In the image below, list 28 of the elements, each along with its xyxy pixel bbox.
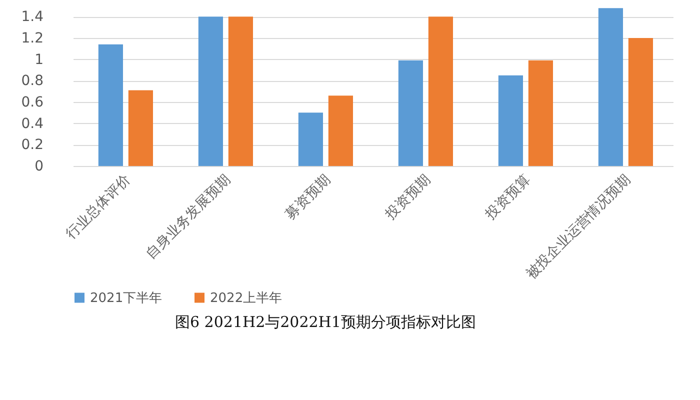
bar bbox=[298, 112, 323, 166]
legend-label: 2021下半年 bbox=[90, 290, 162, 306]
bar bbox=[98, 44, 123, 166]
y-tick-label: 0.4 bbox=[21, 116, 44, 132]
bar bbox=[628, 38, 653, 166]
bar bbox=[128, 90, 153, 166]
x-tick-label: 募资预期 bbox=[282, 172, 334, 223]
bar bbox=[328, 96, 353, 166]
bar bbox=[528, 60, 553, 166]
bar bbox=[398, 60, 423, 166]
x-tick-label: 自身业务发展预期 bbox=[143, 172, 234, 262]
bar bbox=[498, 75, 523, 166]
x-tick-label: 投资预算 bbox=[482, 172, 534, 224]
y-tick-label: 1.4 bbox=[21, 9, 44, 26]
y-tick-label: 1 bbox=[34, 52, 44, 68]
x-tick-label: 投资预期 bbox=[382, 172, 434, 224]
bar bbox=[198, 16, 223, 166]
bar bbox=[428, 16, 453, 166]
y-tick-label: 0.2 bbox=[21, 137, 44, 154]
caption: 图6 2021H2与2022H1预期分项指标对比图 bbox=[174, 313, 477, 332]
y-tick-label: 0.8 bbox=[21, 73, 44, 90]
y-tick-label: 1.2 bbox=[21, 30, 44, 46]
legend-label: 2022上半年 bbox=[210, 290, 282, 306]
y-tick-label: 0 bbox=[34, 158, 44, 174]
bar bbox=[598, 8, 623, 166]
bar bbox=[228, 16, 253, 166]
x-tick-label: 行业总体评价 bbox=[62, 172, 134, 243]
y-tick-label: 0.6 bbox=[21, 94, 44, 110]
